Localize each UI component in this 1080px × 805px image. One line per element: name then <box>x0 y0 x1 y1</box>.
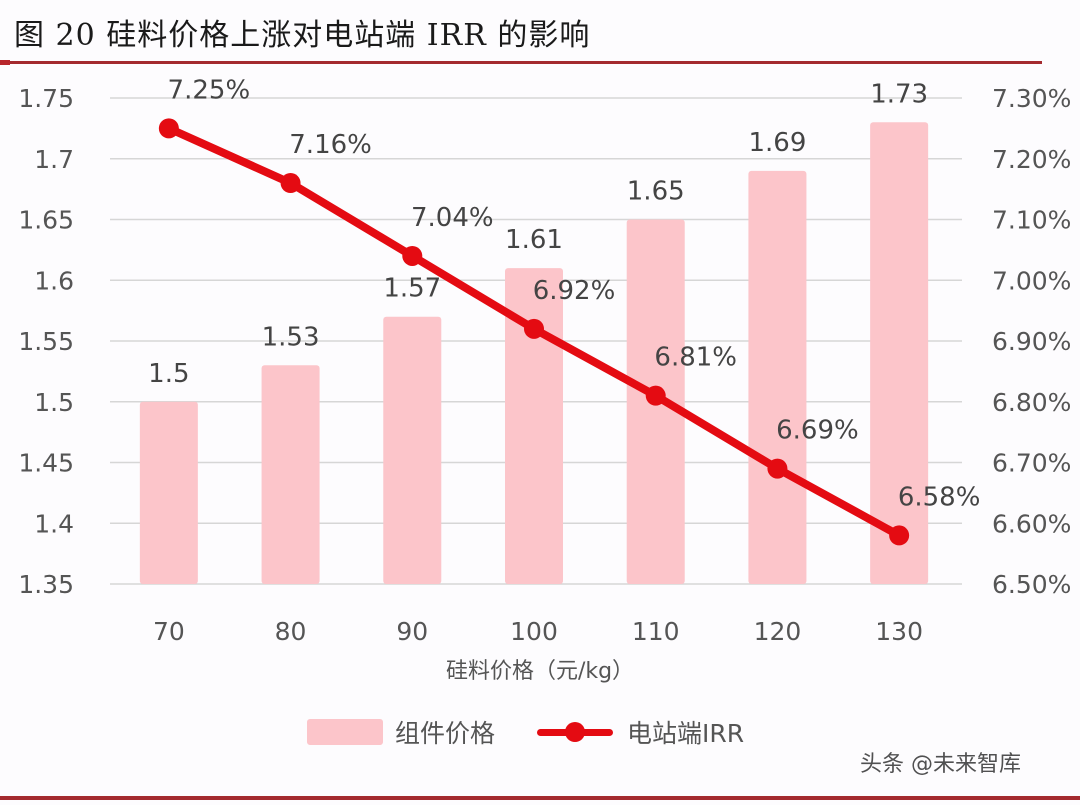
combo-chart: 1.75 7.30% 1.7 7.20% 1.65 7.10% 1.6 7.00% 1.55 6.… <box>18 75 1071 684</box>
title-divider <box>0 60 1042 65</box>
y-right-tick: 6.50% <box>992 570 1071 599</box>
line-value-label: 7.25% <box>168 75 251 105</box>
bar-value-label: 1.57 <box>383 274 441 304</box>
line-value-label: 6.92% <box>533 276 616 306</box>
y-right-tick: 7.30% <box>992 84 1071 113</box>
line-marker-icon <box>535 719 615 745</box>
y-left-tick: 1.5 <box>34 388 74 417</box>
line-value-label: 6.58% <box>898 482 981 512</box>
line-value-label: 6.81% <box>654 343 737 373</box>
x-tick: 70 <box>153 617 185 646</box>
x-tick: 120 <box>754 617 802 646</box>
legend-item-bar[interactable]: 组件价格 <box>307 714 495 750</box>
irr-point[interactable] <box>767 458 788 479</box>
footer-divider <box>0 796 1080 800</box>
y-left-tick: 1.45 <box>18 449 74 478</box>
x-axis-label: 硅料价格（元/kg） <box>446 659 634 684</box>
y-left-tick: 1.65 <box>18 206 74 235</box>
irr-point[interactable] <box>158 118 179 139</box>
bar-value-label: 1.69 <box>748 128 806 158</box>
legend-line-label: 电站端IRR <box>627 719 745 748</box>
y-right-tick: 6.70% <box>992 449 1071 478</box>
y-left-tick: 1.6 <box>34 266 74 295</box>
y-left-tick: 1.35 <box>18 570 74 599</box>
line-value-label: 6.69% <box>776 416 859 446</box>
y-right-tick: 7.20% <box>992 145 1071 174</box>
watermark: 头条 @未来智库 <box>860 752 1021 777</box>
legend-bar-label: 组件价格 <box>395 719 496 748</box>
bar-value-label: 1.53 <box>262 322 320 352</box>
irr-point[interactable] <box>402 245 423 266</box>
x-tick: 80 <box>275 617 307 646</box>
legend: 组件价格 电站端IRR <box>307 712 744 752</box>
line-value-label: 7.04% <box>411 203 494 233</box>
y-left-tick: 1.7 <box>34 145 74 174</box>
y-left-tick: 1.4 <box>34 509 74 538</box>
bar-value-label: 1.5 <box>148 359 189 389</box>
irr-point[interactable] <box>280 173 301 194</box>
y-left-tick: 1.75 <box>18 84 74 113</box>
irr-point[interactable] <box>645 385 666 406</box>
x-tick: 100 <box>510 617 558 646</box>
line-value-label: 7.16% <box>289 130 372 160</box>
x-tick: 110 <box>632 617 680 646</box>
bar-value-label: 1.73 <box>870 79 928 109</box>
irr-point[interactable] <box>524 318 544 339</box>
x-tick: 130 <box>875 617 923 646</box>
bar[interactable] <box>383 316 442 584</box>
y-left-tick: 1.55 <box>18 327 74 356</box>
y-right-tick: 7.10% <box>992 206 1071 235</box>
bar[interactable] <box>748 170 807 584</box>
bar[interactable] <box>261 365 320 584</box>
bar[interactable] <box>870 122 929 585</box>
y-right-tick: 6.60% <box>992 509 1071 538</box>
bar-value-label: 1.65 <box>627 177 685 207</box>
y-right-tick: 6.80% <box>992 388 1071 417</box>
legend-item-line[interactable]: 电站端IRR <box>535 714 744 750</box>
bar[interactable] <box>139 401 198 584</box>
irr-point[interactable] <box>889 525 910 546</box>
bar-swatch-icon <box>307 719 383 745</box>
bar[interactable] <box>505 268 563 584</box>
chart-title: 图 20 硅料价格上涨对电站端 IRR 的影响 <box>14 18 591 53</box>
y-right-tick: 6.90% <box>992 327 1071 356</box>
x-tick: 90 <box>396 617 428 646</box>
y-right-tick: 7.00% <box>992 266 1071 295</box>
bar-value-label: 1.61 <box>505 225 563 255</box>
